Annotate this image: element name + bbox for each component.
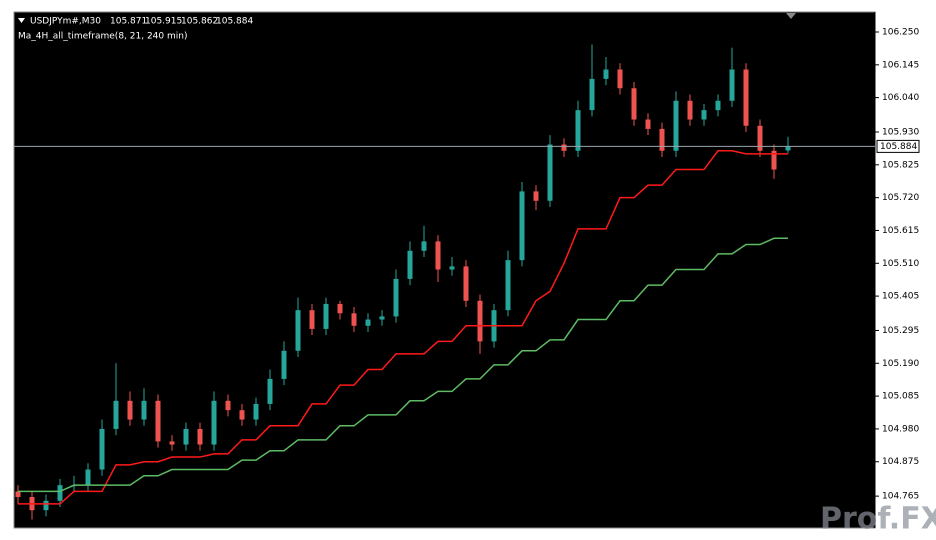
candle-body: [183, 428, 189, 445]
price-label: 105.884: [880, 142, 917, 152]
candle-body: [253, 403, 259, 420]
candle-body: [603, 69, 609, 79]
chart-title: USDJPYm#,M30: [30, 17, 101, 27]
candle-body: [127, 400, 133, 420]
candle-body: [295, 310, 301, 351]
candle-body: [197, 428, 203, 445]
price-label-box: [876, 139, 920, 153]
candle-body: [449, 266, 455, 270]
price-axis: [875, 12, 936, 528]
candle-body: [43, 500, 49, 511]
candle-body: [155, 400, 161, 442]
plot: [15, 44, 791, 520]
candle-body: [407, 250, 413, 279]
header-low: 105.862: [181, 17, 218, 27]
candle-body: [141, 400, 147, 420]
header-open: 105.871: [110, 17, 147, 27]
candle-body: [463, 266, 469, 301]
candle-body: [421, 241, 427, 251]
candle-body: [239, 410, 245, 420]
candle-body: [729, 69, 735, 101]
candle-body: [673, 100, 679, 151]
candle-body: [715, 100, 721, 111]
candle-body: [785, 146, 791, 151]
candle-body: [435, 241, 441, 270]
candle-body: [281, 350, 287, 379]
candle-body: [687, 100, 693, 120]
y-tick-label: 105.930: [882, 128, 919, 138]
candle-body: [85, 469, 91, 486]
candle-body: [323, 303, 329, 329]
y-tick-label: 106.145: [882, 60, 919, 70]
candle-body: [309, 310, 315, 329]
candle-body: [631, 88, 637, 120]
header-close: 105.884: [216, 17, 253, 27]
candle-body: [645, 119, 651, 129]
candle-body: [505, 260, 511, 311]
shift-marker: [786, 13, 796, 19]
candle-body: [771, 150, 777, 170]
candle-body: [99, 428, 105, 470]
candle-body: [351, 313, 357, 326]
header-high: 105.915: [145, 17, 182, 27]
indicator-name: Ma_4H_all_timeframe(8, 21, 240 min): [18, 32, 187, 42]
y-tick-label: 105.825: [882, 160, 919, 170]
y-tick-label: 104.765: [882, 492, 919, 502]
y-tick-label: 106.040: [882, 93, 919, 103]
candle-body: [211, 400, 217, 445]
candle-body: [547, 144, 553, 201]
candle-body: [589, 78, 595, 111]
candle-body: [15, 491, 21, 498]
y-tick-label: 104.980: [882, 424, 919, 434]
candle-body: [225, 400, 231, 411]
candle-body: [393, 278, 399, 317]
y-tick-label: 105.615: [882, 226, 919, 236]
candle-body: [575, 110, 581, 151]
y-tick-label: 106.250: [882, 28, 919, 38]
candle-body: [365, 319, 371, 326]
y-tick-label: 105.085: [882, 392, 919, 402]
candle-body: [533, 191, 539, 201]
candle-body: [169, 441, 175, 445]
candle-body: [267, 378, 273, 404]
y-tick-label: 104.875: [882, 457, 919, 467]
watermark: Prof.FX: [820, 502, 936, 537]
candle-body: [379, 316, 385, 320]
indicator-line: [18, 237, 788, 493]
candle-body: [477, 300, 483, 342]
y-tick-label: 105.405: [882, 292, 919, 302]
y-tick-label: 105.510: [882, 259, 919, 269]
y-tick-label: 105.190: [882, 359, 919, 369]
candle-body: [337, 303, 343, 314]
candle-body: [617, 69, 623, 89]
candle-body: [561, 144, 567, 151]
indicator-line: [18, 150, 788, 505]
candle-body: [659, 128, 665, 151]
candle-body: [57, 485, 63, 501]
candle-body: [701, 110, 707, 120]
y-tick-label: 105.720: [882, 193, 919, 203]
symbol-arrow: [18, 18, 25, 23]
candle-body: [757, 125, 763, 151]
candle-body: [113, 400, 119, 429]
y-tick-label: 105.295: [882, 326, 919, 336]
candle-body: [519, 191, 525, 261]
candle-body: [743, 69, 749, 126]
